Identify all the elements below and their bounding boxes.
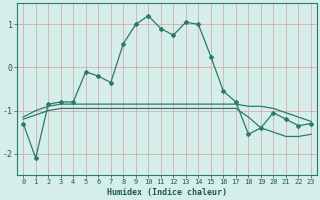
X-axis label: Humidex (Indice chaleur): Humidex (Indice chaleur) [107, 188, 227, 197]
